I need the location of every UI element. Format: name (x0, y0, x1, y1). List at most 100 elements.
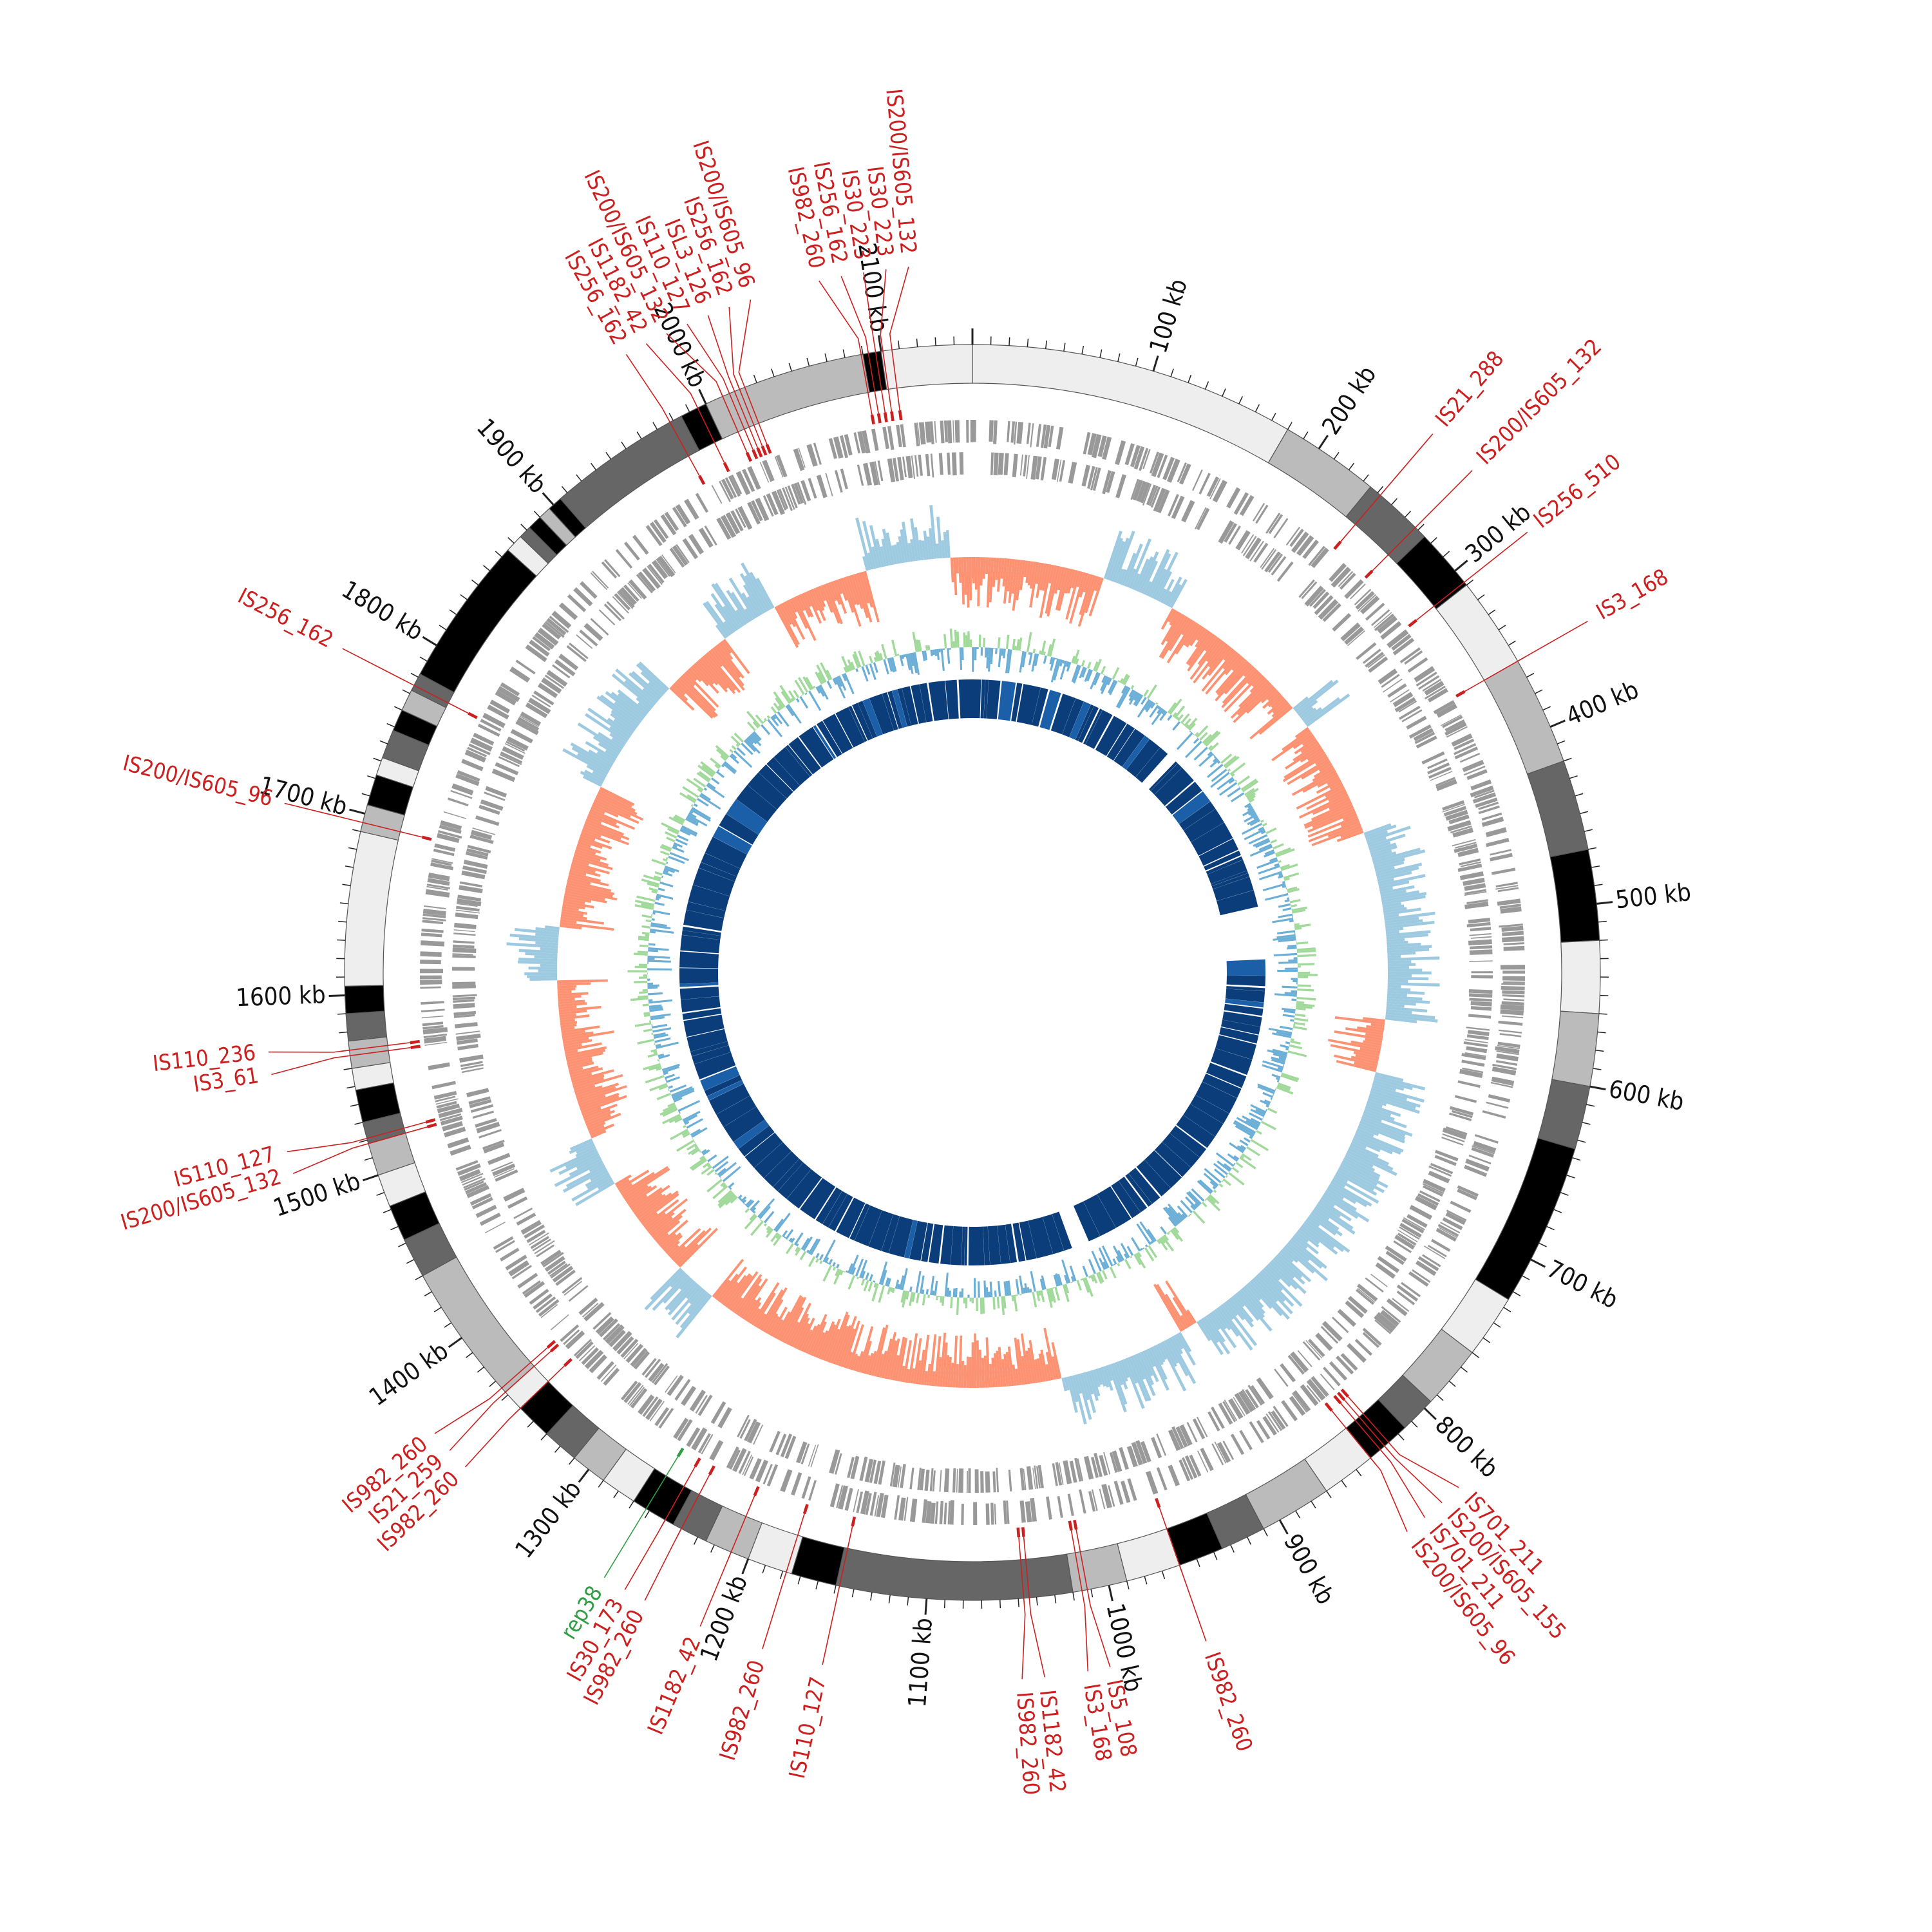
gc-skew-bar (898, 536, 905, 564)
gc-skew-bar (679, 1276, 692, 1291)
gc-content-bar (686, 1143, 697, 1151)
gc-skew-bar (989, 1363, 993, 1388)
gene-feature (422, 908, 446, 916)
gc-content-bar (1282, 907, 1292, 911)
is-element-leader (1075, 1529, 1111, 1668)
gene-feature (460, 1061, 483, 1068)
gc-content-bar (994, 1290, 997, 1297)
gc-skew-bar (1357, 1026, 1384, 1033)
gc-content-bar (663, 869, 669, 873)
is-element-mark (745, 451, 752, 462)
gene-feature (519, 715, 539, 728)
minor-tick (1144, 1576, 1148, 1585)
gc-skew-bar (1164, 1293, 1188, 1329)
gc-skew-bar (985, 1337, 990, 1388)
gc-skew-bar (837, 1316, 857, 1367)
gc-content-bar (1276, 934, 1296, 939)
blast-hit (1073, 1201, 1101, 1242)
gc-skew-bar (671, 685, 688, 701)
blast-hit (773, 746, 810, 786)
gc-content-bar (656, 895, 661, 899)
minor-tick (379, 740, 388, 744)
gene-feature (856, 1492, 864, 1513)
gene-feature (952, 420, 954, 443)
gc-content-bar (649, 1008, 664, 1012)
gc-skew-bar (569, 1138, 593, 1151)
gene-feature (1500, 1004, 1524, 1011)
gene-feature (1454, 1095, 1477, 1103)
gene-feature (829, 1449, 840, 1474)
gene-feature (455, 1022, 478, 1028)
gc-content-bar (1003, 649, 1006, 659)
gc-content-bar (751, 732, 761, 742)
gene-feature (938, 453, 943, 475)
gene-feature (1184, 1455, 1198, 1479)
gc-content-bar (1090, 672, 1099, 690)
gene-feature (460, 1173, 484, 1184)
gc-content-bar (1204, 730, 1219, 746)
gc-content-bar (1107, 679, 1116, 694)
gc-content-bar (1218, 782, 1238, 796)
gene-feature (939, 1501, 944, 1524)
gene-feature (1312, 591, 1330, 609)
gc-skew-bar (983, 1355, 988, 1388)
gene-feature (1457, 864, 1482, 872)
gc-content-bar (1032, 649, 1036, 654)
gc-content-bar (1099, 676, 1108, 692)
gene-feature (793, 482, 804, 504)
gene-feature (544, 674, 564, 689)
gene-feature (592, 571, 609, 589)
gene-feature (762, 1464, 773, 1485)
gc-skew-bar (921, 540, 927, 560)
blast-hit (909, 1220, 927, 1261)
gc-skew-bar (562, 1031, 594, 1039)
gene-feature (1249, 1421, 1264, 1444)
gene-feature (1261, 549, 1277, 570)
gc-content-bar (903, 654, 906, 658)
blast-hit (1222, 1011, 1262, 1027)
minor-tick (907, 1596, 909, 1605)
gene-feature (1192, 1418, 1206, 1439)
gene-feature (930, 453, 934, 478)
minor-tick (406, 1259, 415, 1264)
gc-skew-bar (1201, 650, 1236, 692)
gc-content-bar (649, 931, 656, 934)
gc-skew-bar (884, 1332, 896, 1379)
gc-skew-bar (1343, 1157, 1381, 1178)
gene-feature (468, 743, 491, 755)
blast-hit (1154, 768, 1194, 806)
gene-feature (966, 420, 969, 443)
gc-skew-bar (976, 1340, 980, 1388)
gc-skew-bar (1330, 1180, 1372, 1207)
gc-content-bar (752, 1210, 756, 1214)
gene-feature (762, 495, 774, 517)
gene-feature (1401, 709, 1423, 723)
gc-skew-bar (753, 1293, 776, 1327)
gc-content-bar (965, 635, 968, 648)
gc-content-bar (845, 1270, 848, 1273)
gc-content-bar (1248, 834, 1268, 845)
gc-content-bar (647, 986, 658, 989)
gc-content-bar (861, 666, 869, 682)
gc-skew-bar (1363, 823, 1392, 836)
gene-feature (627, 582, 643, 599)
gc-skew-bar (1165, 576, 1182, 606)
gc-content-bar (873, 1282, 877, 1288)
gene-feature (1451, 733, 1473, 747)
gc-skew-bar (598, 789, 632, 808)
gc-content-bar (878, 1261, 888, 1285)
gc-content-bar (1247, 804, 1253, 809)
gc-skew-bar (1166, 620, 1195, 663)
gc-content-bar (1291, 915, 1293, 918)
gene-feature (1444, 722, 1467, 736)
blast-identity-ring (679, 679, 1265, 1265)
gene-feature (1398, 700, 1417, 713)
gc-skew-bar (1072, 1375, 1087, 1425)
gc-content-bar (1247, 817, 1260, 826)
gc-content-bar (702, 1162, 710, 1168)
gene-feature (1441, 1136, 1464, 1146)
gc-skew-bar (653, 1215, 683, 1240)
gene-feature (850, 1455, 860, 1479)
gc-content-bar (752, 721, 759, 728)
gene-feature (1058, 1463, 1064, 1485)
